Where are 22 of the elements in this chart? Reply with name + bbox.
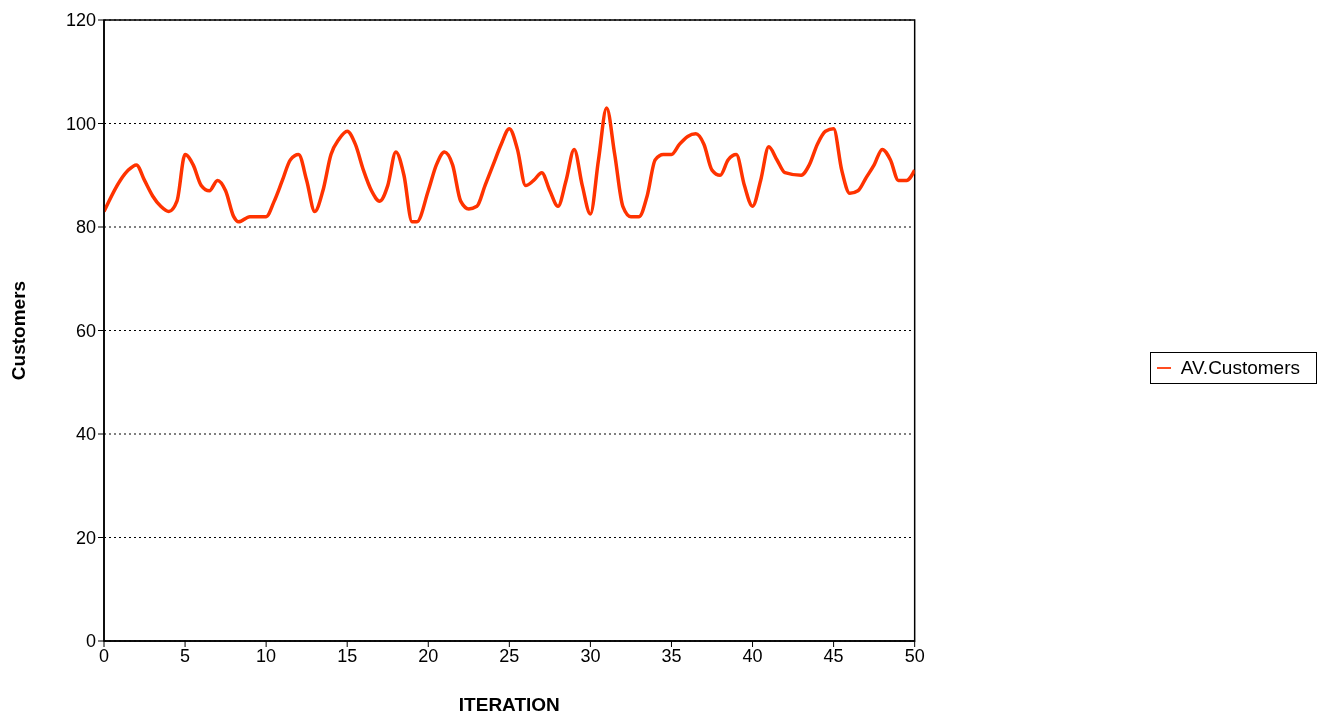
- legend-label: AV.Customers: [1180, 356, 1300, 378]
- x-tick-label: 15: [337, 645, 358, 666]
- x-tick-label: 0: [98, 645, 110, 666]
- y-tick-label: 80: [75, 217, 96, 238]
- x-tick-label: 25: [499, 645, 520, 666]
- x-tick-label: 30: [580, 645, 601, 666]
- line-series: [104, 106, 915, 224]
- x-tick-label: 5: [180, 645, 191, 666]
- y-tick-label: 20: [75, 527, 96, 548]
- y-tick-label: 0: [85, 631, 96, 652]
- x-tick-label: 35: [661, 645, 682, 666]
- y-tick-label: 40: [75, 424, 96, 445]
- x-axis-title: ITERATION: [458, 694, 560, 715]
- x-tick-label: 50: [904, 645, 925, 666]
- x-tick-label: 10: [256, 645, 277, 666]
- y-tick-label: 100: [65, 113, 96, 134]
- y-tick-label: 60: [75, 320, 96, 341]
- x-tick-label: 40: [742, 645, 763, 666]
- y-axis-title: Customers: [7, 280, 29, 381]
- x-tick-label: 45: [823, 645, 844, 666]
- x-tick-label: 20: [418, 645, 439, 666]
- y-tick-label: 120: [65, 10, 96, 31]
